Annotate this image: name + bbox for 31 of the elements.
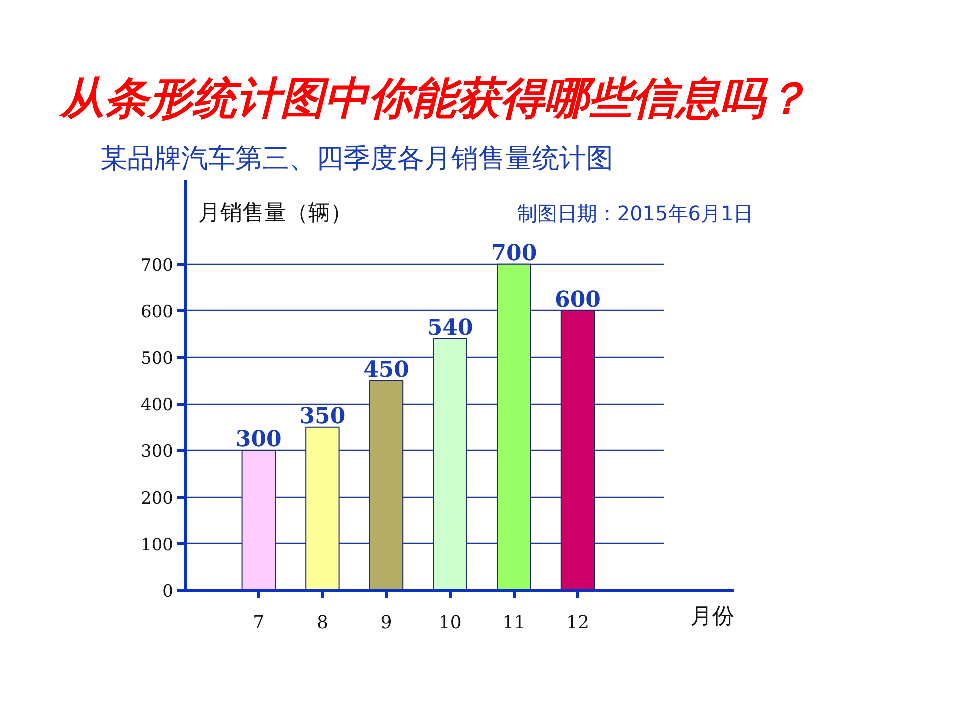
y-tick-label: 0 <box>162 582 174 602</box>
data-label: 600 <box>555 286 601 313</box>
y-axis-title: 月销售量（辆） <box>198 200 352 226</box>
y-tick-label: 200 <box>141 488 174 509</box>
data-label: 540 <box>427 314 474 341</box>
y-tick-label: 100 <box>141 535 174 556</box>
x-axis-title: 月份 <box>690 604 734 630</box>
data-label: 700 <box>491 240 538 266</box>
x-tick-label: 7 <box>253 612 265 634</box>
y-tick-label: 600 <box>141 302 174 322</box>
bar <box>433 338 468 591</box>
y-tick-label: 300 <box>141 442 174 462</box>
x-tick-label: 9 <box>380 612 392 634</box>
x-tick-label: 12 <box>566 612 590 634</box>
chart-title: 从条形统计图中你能获得哪些信息吗？ <box>58 74 808 124</box>
x-tick-label: 11 <box>502 612 526 634</box>
bar <box>306 426 340 591</box>
bar <box>497 264 532 591</box>
bar <box>242 450 276 591</box>
bar <box>369 380 404 591</box>
x-tick-label: 8 <box>316 612 328 634</box>
data-label: 300 <box>236 426 282 453</box>
y-tick-label: 500 <box>141 349 174 370</box>
y-tick-label: 700 <box>141 256 174 276</box>
y-tick-label: 400 <box>141 396 174 416</box>
x-tick-label: 10 <box>438 612 462 634</box>
data-label: 350 <box>300 403 346 430</box>
chart-subtitle: 某品牌汽车第三、四季度各月销售量统计图 <box>100 144 614 174</box>
data-label: 450 <box>364 356 410 383</box>
bar <box>560 310 596 591</box>
annotation: 制图日期：2015年6月1日 <box>517 201 754 226</box>
